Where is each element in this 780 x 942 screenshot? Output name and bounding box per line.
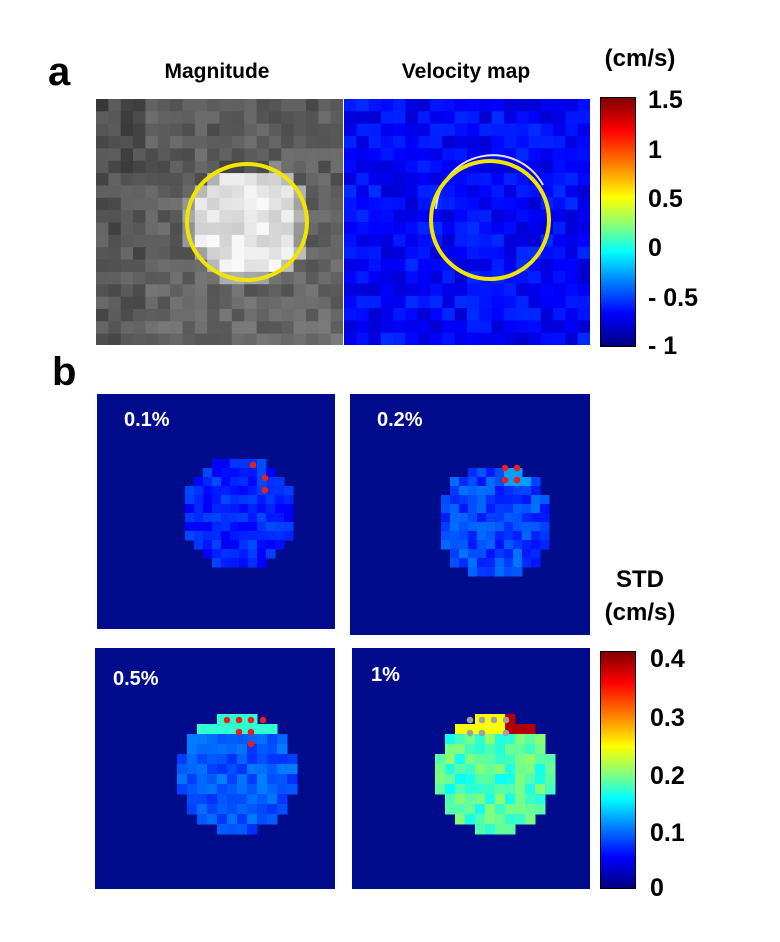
magnitude-image [96, 99, 343, 345]
colorbar-a-tick: 0.5 [648, 185, 683, 213]
map-label-0-5-percent: 0.5% [113, 668, 159, 690]
colorbar-b [600, 651, 636, 889]
colorbar-b-tick: 0.4 [650, 645, 685, 673]
velocity-map-image [344, 99, 590, 345]
roi-circle-velocity [429, 159, 551, 281]
colorbar-a-tick: 1.5 [648, 86, 683, 114]
panel-letter-b: b [52, 350, 77, 394]
colorbar-a-unit: (cm/s) [604, 45, 676, 72]
std-map-0-1-percent [97, 394, 335, 629]
colorbar-b-tick: 0.2 [650, 762, 685, 790]
colorbar-b-unit: (cm/s) [604, 599, 676, 626]
colorbar-b-tick: 0.3 [650, 704, 685, 732]
roi-circle-magnitude [185, 162, 309, 282]
map-label-0-1-percent: 0.1% [124, 409, 170, 431]
colorbar-b-tick: 0 [650, 874, 664, 902]
map-label-0-2-percent: 0.2% [377, 409, 423, 431]
velocity-map-title: Velocity map [401, 60, 531, 83]
colorbar-b-tick: 0.1 [650, 819, 685, 847]
std-map-1-percent [352, 648, 590, 889]
colorbar-a-tick: 0 [648, 234, 662, 262]
magnitude-title: Magnitude [164, 60, 270, 83]
std-map-0-2-percent [350, 394, 590, 635]
panel-letter-a: a [48, 50, 71, 94]
map-label-1-percent: 1% [371, 664, 400, 686]
colorbar-a-tick: - 1 [648, 332, 678, 360]
colorbar-a-tick: 1 [648, 136, 662, 164]
colorbar-a-tick: - 0.5 [648, 284, 699, 312]
std-map-0-5-percent [95, 648, 335, 889]
colorbar-a [600, 97, 636, 347]
colorbar-b-title: STD [616, 566, 664, 593]
